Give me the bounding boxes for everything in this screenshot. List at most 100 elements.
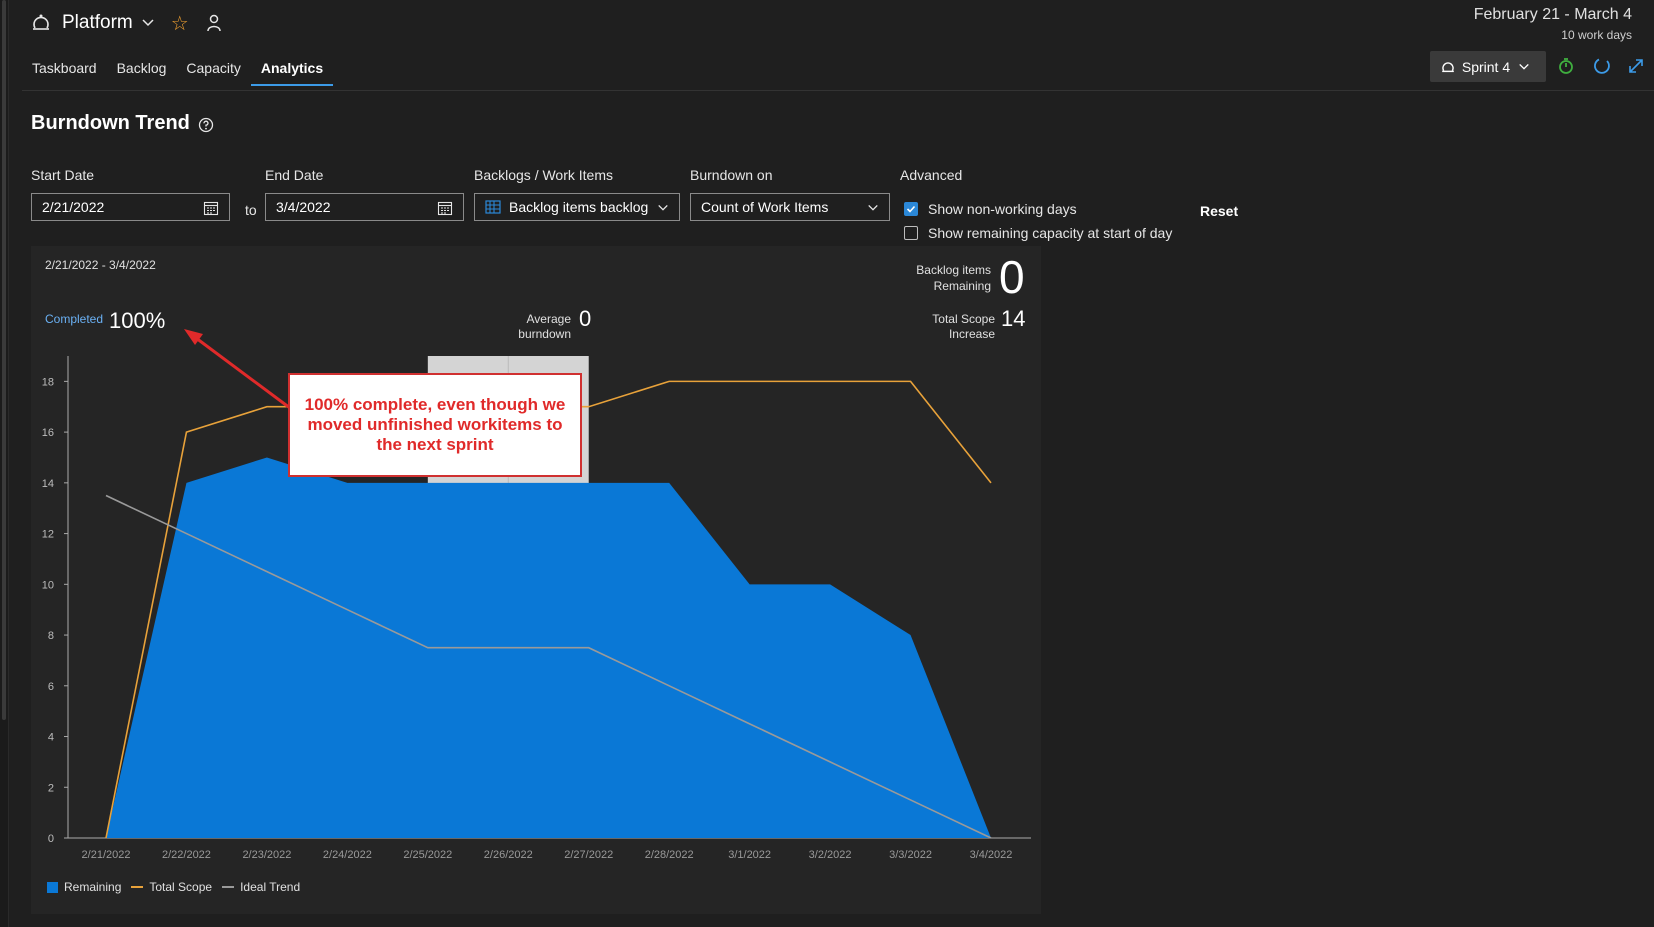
total-scope-increase-label: Total Scope Increase (895, 312, 995, 342)
point-total-scope (265, 405, 269, 409)
backlog-remaining-value: 0 (999, 251, 1025, 303)
y-tick-label: 10 (42, 579, 54, 591)
point-total-scope (989, 481, 993, 485)
x-tick-label: 3/4/2022 (970, 849, 1013, 861)
legend-swatch-total-scope (131, 886, 144, 888)
reset-button[interactable]: Reset (1200, 203, 1239, 219)
total-scope-increase-value: 14 (1001, 306, 1026, 331)
help-icon[interactable] (198, 117, 214, 133)
show-remaining-capacity-checkbox[interactable] (904, 226, 918, 240)
left-scrollbar[interactable] (0, 0, 9, 927)
point-remaining (265, 455, 269, 459)
completed-value: 100% (109, 308, 166, 333)
average-burndown-label-line1: Average (526, 312, 571, 326)
expand-icon[interactable] (1626, 56, 1646, 76)
point-ideal-trend (104, 494, 108, 498)
point-remaining (426, 481, 430, 485)
x-tick-label: 2/24/2022 (323, 849, 372, 861)
work-days-text: 10 work days (1561, 28, 1632, 42)
chevron-down-icon (868, 204, 878, 211)
x-tick-label: 2/25/2022 (403, 849, 452, 861)
average-burndown-value: 0 (579, 306, 592, 331)
sprint-selector-label: Sprint 4 (1461, 58, 1511, 75)
y-tick-label: 4 (48, 732, 54, 744)
point-remaining (909, 633, 913, 637)
point-ideal-trend (828, 760, 832, 764)
point-remaining (345, 481, 349, 485)
backlogs-dropdown[interactable]: Backlog items backlog (474, 193, 680, 221)
header-divider (22, 90, 1654, 91)
legend-label-remaining: Remaining (64, 880, 122, 894)
show-non-working-days-option[interactable]: Show non-working days (904, 201, 1077, 217)
x-tick-label: 2/28/2022 (645, 849, 694, 861)
scrollbar-thumb[interactable] (2, 0, 6, 720)
burndown-on-label: Burndown on (690, 167, 773, 183)
tab-backlog[interactable]: Backlog (116, 60, 167, 76)
y-tick-label: 6 (48, 681, 54, 693)
sprint-selector-button[interactable]: Sprint 4 (1430, 51, 1546, 82)
calendar-icon[interactable] (203, 200, 219, 216)
start-date-input[interactable]: 2/21/2022 (31, 193, 230, 221)
sprint-icon (33, 14, 49, 30)
y-tick-label: 2 (48, 782, 54, 794)
x-tick-label: 2/23/2022 (242, 849, 291, 861)
show-remaining-capacity-label: Show remaining capacity at start of day (928, 225, 1173, 241)
tab-analytics[interactable]: Analytics (250, 56, 334, 86)
x-tick-label: 2/22/2022 (162, 849, 211, 861)
sprint-date-range: February 21 - March 4 10 work days (1474, 6, 1632, 42)
show-remaining-capacity-option[interactable]: Show remaining capacity at start of day (904, 225, 1172, 241)
favorite-star-icon[interactable]: ☆ (170, 12, 189, 35)
point-total-scope (104, 836, 108, 840)
backlog-remaining-label-line2: Remaining (933, 279, 991, 293)
point-total-scope (587, 405, 591, 409)
point-total-scope (909, 379, 913, 383)
point-remaining (667, 481, 671, 485)
y-tick-label: 14 (42, 478, 54, 490)
backlog-remaining-label: Backlog items Remaining (891, 262, 991, 294)
y-tick-label: 12 (42, 529, 54, 541)
point-ideal-trend (989, 836, 993, 840)
burndown-chart-panel: 2/21/2022 - 3/4/2022 Completed 100% Aver… (31, 246, 1041, 914)
sprint-icon (1442, 61, 1454, 72)
total-scope-increase-label-line2: Increase (948, 327, 995, 341)
burndown-chart: 0 2 4 6 8 10 12 14 16 18 2/21/2022 2/22/2022 2/23/20… (42, 356, 1031, 861)
x-tick-label: 3/1/2022 (728, 849, 771, 861)
point-ideal-trend (506, 646, 510, 650)
tab-taskboard[interactable]: Taskboard (32, 60, 97, 76)
point-ideal-trend (184, 532, 188, 536)
point-remaining (184, 481, 188, 485)
project-header: Platform ☆ (30, 8, 223, 38)
team-members-icon[interactable] (203, 13, 223, 33)
chart-legend: Remaining Total Scope Ideal Trend (47, 880, 310, 894)
backlog-grid-icon (485, 200, 501, 214)
tab-capacity[interactable]: Capacity (186, 60, 241, 76)
x-tick-label: 2/26/2022 (484, 849, 533, 861)
start-date-label: Start Date (31, 167, 95, 183)
burndown-on-dropdown[interactable]: Count of Work Items (690, 193, 890, 221)
point-ideal-trend (345, 608, 349, 612)
y-tick-label: 0 (48, 833, 54, 845)
legend-ideal-trend[interactable]: Ideal Trend (222, 880, 300, 894)
x-tick-label: 2/21/2022 (82, 849, 131, 861)
series-line-ideal-trend (105, 494, 992, 839)
show-non-working-days-checkbox[interactable] (904, 202, 918, 216)
page-title: Burndown Trend (31, 112, 190, 134)
x-tick-label: 3/2/2022 (809, 849, 852, 861)
checkmark-icon (906, 205, 916, 213)
chevron-down-icon (658, 204, 668, 211)
legend-label-total-scope: Total Scope (149, 880, 213, 894)
end-date-label: End Date (265, 167, 324, 183)
advanced-label: Advanced (900, 167, 963, 183)
timer-icon[interactable] (1556, 56, 1576, 76)
legend-swatch-ideal-trend (222, 886, 235, 888)
refresh-icon[interactable] (1592, 56, 1612, 76)
project-name[interactable]: Platform (62, 12, 133, 33)
end-date-input[interactable]: 3/4/2022 (265, 193, 464, 221)
backlogs-value: Backlog items backlog (509, 199, 649, 215)
legend-total-scope[interactable]: Total Scope (131, 880, 212, 894)
legend-remaining[interactable]: Remaining (47, 880, 121, 894)
point-ideal-trend (909, 798, 913, 802)
y-tick-label: 18 (42, 376, 54, 388)
calendar-icon[interactable] (437, 200, 453, 216)
chevron-down-icon[interactable] (141, 16, 155, 30)
